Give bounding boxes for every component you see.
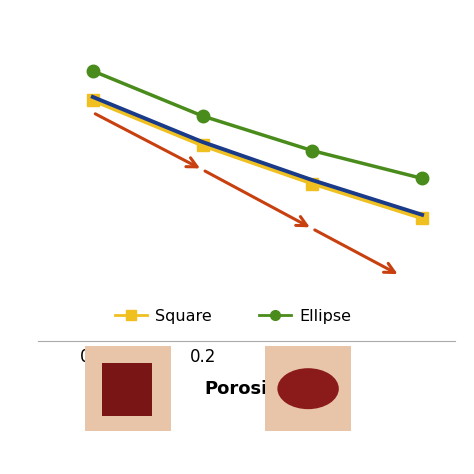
- Ellipse shape: [277, 368, 339, 409]
- Bar: [102, 363, 152, 416]
- Legend: Square, Ellipse: Square, Ellipse: [109, 302, 358, 330]
- X-axis label: Porosity: Porosity: [205, 380, 288, 398]
